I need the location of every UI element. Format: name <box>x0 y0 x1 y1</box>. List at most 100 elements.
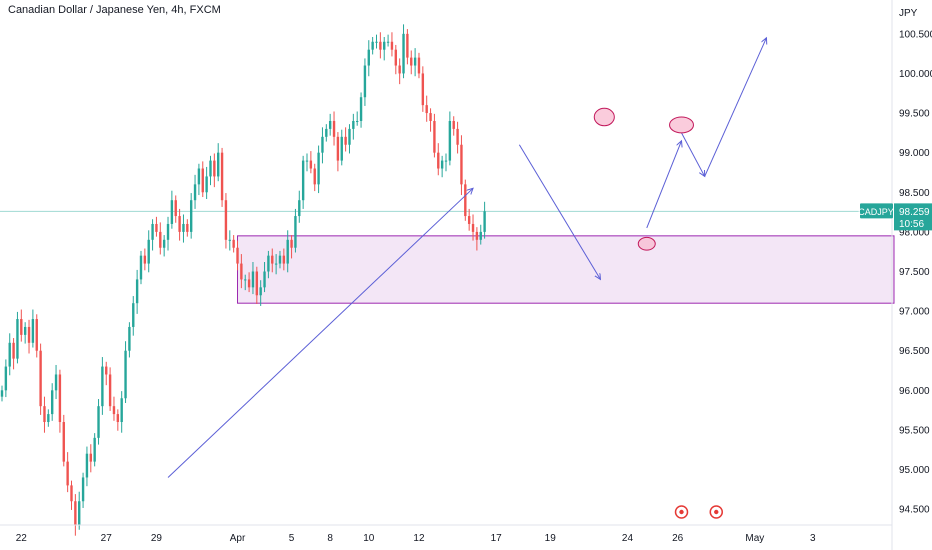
candle <box>116 409 120 431</box>
candle <box>375 34 378 49</box>
candle <box>340 129 343 166</box>
candle <box>143 248 147 271</box>
candle <box>336 132 340 172</box>
svg-text:98.259: 98.259 <box>899 207 930 218</box>
candle <box>186 219 189 237</box>
candle <box>232 235 235 253</box>
y-tick-label: 95.000 <box>899 465 930 476</box>
candle <box>460 135 463 196</box>
candle <box>50 383 54 421</box>
candle <box>101 357 104 415</box>
candle <box>429 108 432 132</box>
candle <box>205 166 208 200</box>
candle <box>27 319 31 354</box>
support-zone[interactable] <box>237 235 895 304</box>
candle <box>356 111 359 126</box>
candle <box>43 396 46 433</box>
event-marker-icon[interactable] <box>674 505 689 519</box>
candle <box>471 214 475 241</box>
candle <box>263 261 266 293</box>
candle <box>305 153 309 172</box>
y-tick-label: 98.000 <box>899 227 930 238</box>
x-tick-label: 8 <box>327 533 333 544</box>
candle <box>437 143 440 176</box>
candle <box>93 433 96 467</box>
candle <box>162 235 166 257</box>
highlight-ellipse[interactable] <box>669 116 694 134</box>
candle <box>440 155 444 178</box>
candle <box>12 338 15 370</box>
candle <box>379 32 382 59</box>
candle <box>383 37 386 61</box>
candle <box>278 250 282 269</box>
candle <box>151 219 154 251</box>
x-tick-label: 19 <box>545 533 557 544</box>
candle <box>120 391 123 433</box>
candles <box>0 24 486 536</box>
candle <box>147 230 150 273</box>
candle <box>66 452 69 493</box>
candle <box>128 322 131 358</box>
candle <box>213 153 216 188</box>
candle <box>31 309 35 348</box>
candle <box>124 341 127 404</box>
candle <box>155 216 158 237</box>
candle <box>16 311 19 364</box>
candle <box>348 124 351 154</box>
trend-arrow[interactable] <box>646 141 682 229</box>
trend-arrow[interactable] <box>518 144 600 280</box>
candle <box>421 66 425 112</box>
candle <box>132 296 135 336</box>
candle <box>448 111 452 166</box>
candle <box>325 124 328 142</box>
candle <box>224 193 228 249</box>
candle <box>251 261 255 295</box>
x-tick-label: 22 <box>16 533 28 544</box>
event-marker-icon[interactable] <box>709 505 724 519</box>
candle <box>298 190 301 223</box>
candle <box>247 272 251 293</box>
highlight-ellipse[interactable] <box>593 107 615 127</box>
y-tick-label: 99.500 <box>899 109 930 120</box>
candle <box>456 121 459 154</box>
candle <box>294 208 297 253</box>
candle <box>189 193 193 239</box>
candle <box>70 480 73 510</box>
y-tick-label: 97.500 <box>899 267 930 278</box>
candle <box>0 385 4 402</box>
trend-arrow[interactable] <box>167 188 473 478</box>
candle <box>328 113 332 136</box>
y-tick-label: 98.500 <box>899 188 930 199</box>
candle <box>317 145 320 194</box>
candle <box>286 230 289 273</box>
candle <box>321 127 324 164</box>
trend-arrow[interactable] <box>704 38 767 177</box>
candle <box>371 37 374 55</box>
candle <box>417 52 421 79</box>
y-tick-label: 100.000 <box>899 69 932 80</box>
candle <box>425 95 428 122</box>
candle <box>344 127 347 152</box>
candle <box>78 491 81 530</box>
y-tick-label: 100.500 <box>899 29 932 40</box>
support-zone-layer <box>0 210 895 304</box>
candle <box>352 113 355 140</box>
svg-text:CADJPY: CADJPY <box>858 207 894 217</box>
candle <box>35 314 38 358</box>
candle <box>23 322 27 344</box>
symbol-tag: CADJPY <box>858 203 894 219</box>
candle <box>58 369 62 433</box>
x-tick-label: 26 <box>672 533 684 544</box>
svg-text:10:56: 10:56 <box>899 219 924 230</box>
currency-label: JPY <box>899 8 918 19</box>
y-tick-label: 94.500 <box>899 505 930 516</box>
candle <box>386 34 390 47</box>
candle <box>483 201 486 239</box>
trend-arrow[interactable] <box>681 132 705 177</box>
candle <box>139 250 143 285</box>
highlight-ellipse[interactable] <box>637 236 656 251</box>
candle <box>332 111 336 146</box>
